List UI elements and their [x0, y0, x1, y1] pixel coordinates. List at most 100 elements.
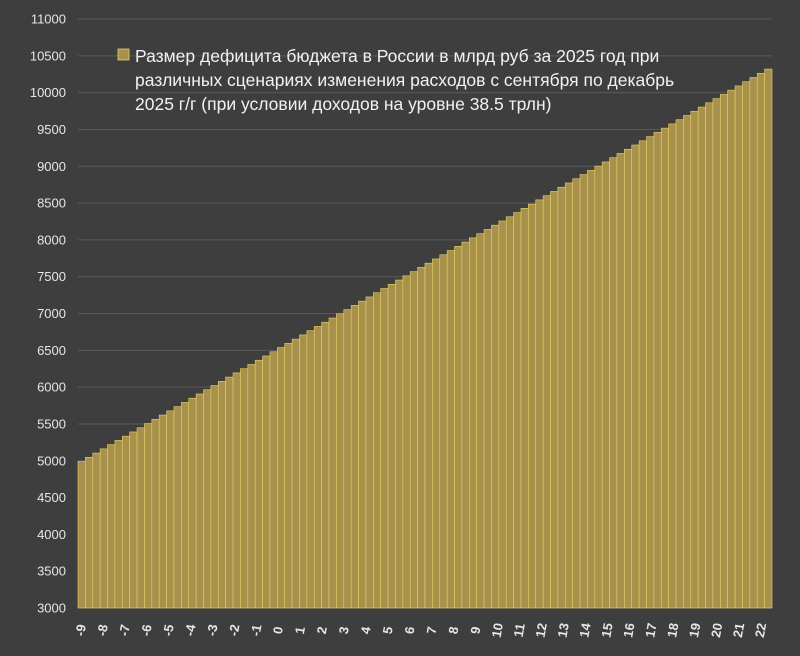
- bar: [321, 321, 330, 609]
- x-tick-label: 2: [314, 625, 330, 635]
- bar: [646, 136, 655, 609]
- x-tick-label: 16: [620, 622, 637, 639]
- bar: [579, 174, 588, 609]
- bar: [616, 153, 625, 609]
- y-tick-label: 6500: [37, 343, 66, 358]
- bar: [609, 157, 618, 609]
- x-tick-label: 12: [533, 622, 550, 639]
- bar: [217, 381, 226, 609]
- legend-line: Размер дефицита бюджета в России в млрд …: [135, 46, 659, 66]
- bar: [528, 203, 537, 609]
- bar: [365, 296, 374, 609]
- bar: [262, 355, 271, 609]
- bar: [254, 359, 263, 609]
- x-tick-label: -1: [248, 623, 265, 637]
- legend-swatch: [117, 48, 130, 61]
- bar: [203, 389, 212, 609]
- y-tick-label: 10500: [30, 48, 66, 63]
- bar: [409, 271, 418, 609]
- y-tick-label: 7000: [37, 306, 66, 321]
- bar: [727, 89, 736, 609]
- bar: [306, 330, 315, 609]
- bar: [638, 140, 647, 609]
- x-tick-label: -7: [116, 623, 133, 637]
- x-tick-label: 17: [642, 622, 659, 639]
- bar: [653, 132, 662, 609]
- y-tick-label: 3500: [37, 564, 66, 579]
- x-tick-label: 9: [467, 625, 483, 635]
- bar: [195, 393, 204, 609]
- bar: [225, 376, 234, 609]
- bar: [675, 119, 684, 609]
- bar: [417, 267, 426, 609]
- y-tick-label: 4000: [37, 527, 66, 542]
- bar: [742, 81, 751, 609]
- bar: [542, 195, 551, 609]
- bar: [336, 313, 345, 609]
- bar: [380, 288, 389, 609]
- bar: [151, 418, 160, 609]
- x-tick-label: -2: [226, 623, 243, 637]
- bar: [358, 300, 367, 609]
- x-tick-label: 4: [358, 625, 374, 635]
- y-tick-label: 6000: [37, 380, 66, 395]
- x-tick-label: -6: [138, 623, 155, 637]
- bar: [690, 110, 699, 609]
- bars: [77, 68, 773, 609]
- y-tick-label: 5000: [37, 453, 66, 468]
- bar: [631, 144, 640, 609]
- x-tick-label: 14: [576, 621, 593, 639]
- bar: [313, 326, 322, 609]
- bar: [424, 262, 433, 609]
- bar: [247, 364, 256, 609]
- bar: [446, 250, 455, 609]
- x-tick-label: 22: [752, 622, 769, 639]
- bar: [535, 199, 544, 609]
- x-tick-label: 21: [730, 622, 747, 639]
- x-tick-label: 20: [708, 622, 725, 639]
- x-tick-label: -3: [204, 623, 221, 637]
- y-tick-label: 11000: [31, 12, 66, 27]
- bar: [564, 182, 573, 609]
- bar: [277, 347, 286, 609]
- bar: [402, 275, 411, 609]
- y-tick-label: 3000: [37, 601, 66, 616]
- bar: [705, 102, 714, 609]
- x-tick-label: 7: [424, 625, 440, 635]
- x-tick-label: 1: [292, 625, 308, 635]
- y-tick-label: 9000: [37, 159, 66, 174]
- bar: [173, 406, 182, 609]
- bar: [520, 208, 529, 609]
- y-tick-label: 7500: [37, 269, 66, 284]
- bar: [240, 368, 249, 609]
- x-tick-label: -9: [72, 623, 89, 637]
- bar: [432, 258, 441, 609]
- x-tick-label: 18: [664, 622, 681, 639]
- bar: [77, 461, 86, 609]
- y-axis: 3000 3500 4000 4500 5000 5500 6000 6500 7000 7500…: [30, 12, 66, 616]
- bar: [387, 283, 396, 609]
- bar: [660, 127, 669, 609]
- x-tick-label: 8: [445, 625, 461, 635]
- bar: [720, 94, 729, 609]
- bar: [461, 241, 470, 609]
- y-tick-label: 4500: [37, 490, 66, 505]
- bar: [468, 237, 477, 609]
- bar: [594, 165, 603, 609]
- bar: [166, 410, 175, 609]
- bar: [498, 220, 507, 609]
- bar: [491, 224, 500, 609]
- bar: [513, 212, 522, 609]
- bar: [439, 254, 448, 609]
- x-tick-label: -4: [182, 622, 199, 637]
- bar: [483, 229, 492, 609]
- bar: [181, 402, 190, 609]
- x-tick-label: 6: [402, 625, 418, 635]
- y-tick-label: 8000: [37, 232, 66, 247]
- x-tick-label: -5: [160, 623, 177, 637]
- y-tick-label: 5500: [37, 416, 66, 431]
- bar: [99, 448, 108, 609]
- legend-line: 2025 г/г (при условии доходов на уровне …: [135, 94, 551, 114]
- bar: [734, 85, 743, 609]
